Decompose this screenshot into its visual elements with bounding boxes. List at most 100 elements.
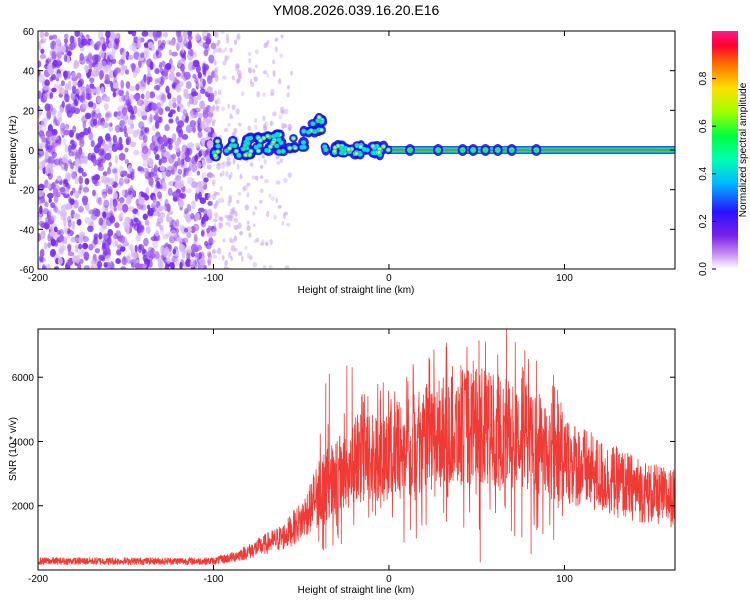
spectrogram-noise-mark — [73, 213, 81, 219]
spectrogram-noise-mark — [62, 178, 69, 187]
spectrogram-noise-mark — [45, 263, 51, 269]
spectrogram-faint-mark — [259, 242, 265, 246]
spectrogram-faint-mark — [254, 49, 259, 55]
spectrogram-noise-mark — [176, 94, 182, 104]
spectrogram-noise-mark — [158, 107, 164, 116]
spectrogram-faint-mark — [236, 199, 240, 204]
spectrogram-signal-core — [332, 149, 337, 153]
spectrogram-faint-mark — [262, 92, 266, 97]
spectrogram-noise-mark — [189, 119, 196, 128]
spectrogram-faint-mark — [217, 89, 222, 96]
spectrogram-faint-mark — [222, 75, 227, 80]
spectrogram-noise-mark — [83, 265, 90, 269]
spectrogram-noise-mark — [132, 45, 138, 53]
spectrogram-noise-mark — [127, 31, 134, 35]
spectrogram-noise-mark — [38, 90, 41, 99]
spectrogram-noise-mark — [118, 214, 122, 221]
spectrogram-noise-mark — [150, 236, 157, 242]
spectrogram-noise-mark — [39, 54, 46, 60]
spectrogram-noise-mark — [133, 94, 139, 100]
spectrogram-ylabel: Frequency (Hz) — [8, 116, 19, 185]
spectrogram-signal-core — [333, 146, 337, 150]
spectrogram-faint-mark — [246, 182, 251, 187]
spectrogram-noise-mark — [66, 55, 70, 64]
spectrogram-noise-mark — [119, 119, 125, 128]
spectrogram-noise-mark — [104, 205, 109, 212]
spectrogram-faint-mark — [229, 114, 234, 120]
spectrogram-faint-mark — [213, 223, 217, 229]
spectrogram-noise-mark — [103, 199, 110, 208]
spectrogram-noise-mark — [206, 38, 212, 45]
spectrogram-noise-mark — [46, 192, 54, 199]
snr-series-line — [38, 329, 675, 566]
spectrogram-noise-mark — [76, 72, 82, 79]
colorbar-label: Normalized spectral amplitude — [738, 82, 749, 217]
spectrogram-noise-mark — [151, 124, 157, 132]
spectrogram-faint-mark — [256, 237, 260, 243]
spectrogram-noise-mark — [207, 193, 212, 201]
spectrogram-noise-mark — [165, 169, 172, 177]
spectrogram-noise-mark — [124, 69, 130, 75]
spectrogram-noise-mark — [190, 110, 194, 120]
spectrogram-faint-mark — [255, 175, 259, 181]
spectrogram-noise-mark — [177, 61, 182, 68]
spectrogram-noise-mark — [147, 250, 154, 259]
spectrogram-faint-mark — [214, 106, 220, 110]
spectrogram-noise-mark — [144, 219, 150, 226]
spectrogram-noise-mark — [80, 152, 85, 159]
spectrogram-noise-mark — [186, 203, 192, 213]
spectrogram-faint-mark — [213, 90, 218, 97]
spectrogram-faint-mark — [230, 245, 236, 252]
spectrogram-noise-mark — [46, 109, 51, 119]
spectrogram-noise-mark — [58, 87, 65, 95]
spectrogram-faint-mark — [275, 46, 278, 53]
spectrogram-signal-core — [317, 115, 321, 119]
spectrogram-faint-mark — [248, 232, 252, 238]
spectrogram-noise-mark — [97, 197, 103, 206]
spectrogram-noise-mark — [194, 252, 201, 258]
spectrogram-noise-mark — [43, 242, 48, 250]
spectrogram-noise-mark — [195, 81, 202, 88]
spectrogram-noise-mark — [100, 60, 107, 70]
spectrogram-faint-mark — [287, 172, 293, 178]
spectrogram-faint-mark — [212, 228, 218, 233]
spectrogram-noise-mark — [44, 201, 49, 208]
spectrogram-faint-mark — [212, 254, 218, 259]
spectrogram-noise-mark — [190, 251, 196, 258]
spectrogram-noise-mark — [74, 158, 80, 167]
spectrogram-noise-mark — [176, 236, 183, 243]
spectrogram-noise-mark — [42, 92, 47, 101]
spectrogram-signal-core — [301, 141, 306, 145]
spectrogram-noise-mark — [159, 225, 164, 231]
colorbar-tick-label: 0.6 — [698, 119, 709, 133]
spectrogram-noise-mark — [194, 212, 201, 221]
spectrogram-noise-mark — [192, 126, 196, 133]
spectrogram-noise-mark — [38, 205, 43, 215]
spectrogram-noise-mark — [160, 99, 164, 107]
spectrogram-noise-mark — [45, 165, 49, 175]
spectrogram-noise-mark — [132, 70, 137, 79]
spectrogram-faint-mark — [230, 255, 233, 262]
spectrogram-signal-core — [362, 147, 366, 151]
spectrogram-noise-mark — [185, 258, 192, 268]
spectrogram-noise-mark — [183, 88, 189, 94]
colorbar-gradient — [712, 31, 738, 269]
spectrogram-noise-mark — [129, 141, 137, 148]
spectrogram-noise-mark — [96, 197, 102, 204]
spectrogram-faint-mark — [268, 193, 272, 198]
spectrogram-noise-mark — [175, 72, 181, 77]
spectrogram-noise-mark — [141, 145, 149, 155]
spectrogram-noise-mark — [108, 126, 114, 132]
spectrogram-noise-mark — [47, 181, 52, 190]
spectrogram-noise-mark — [41, 196, 46, 204]
spectrogram-signal-core — [320, 120, 324, 124]
spectrogram-signal-core — [275, 144, 279, 148]
spectrogram-noise-mark — [51, 87, 57, 93]
spectrogram-faint-mark — [216, 97, 221, 105]
spectrogram-noise-mark — [127, 164, 133, 173]
spectrogram-noise-mark — [160, 146, 167, 153]
spectrogram-xtick-label: 0 — [386, 273, 392, 284]
spectrogram-signal-core — [231, 138, 235, 142]
spectrogram-noise-mark — [78, 243, 83, 250]
spectrogram-noise-mark — [177, 157, 181, 167]
